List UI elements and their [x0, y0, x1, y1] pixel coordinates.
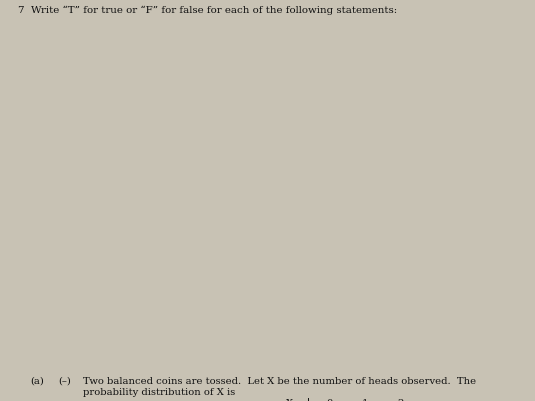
Text: 1: 1 [362, 399, 368, 401]
Text: 7  Write “T” for true or “F” for false for each of the following statements:: 7 Write “T” for true or “F” for false fo… [18, 6, 398, 15]
Text: X: X [286, 399, 294, 401]
Text: probability distribution of X is: probability distribution of X is [83, 388, 235, 397]
Text: 2: 2 [397, 399, 403, 401]
Text: (a): (a) [30, 377, 44, 386]
Text: (–): (–) [58, 377, 71, 386]
Text: Two balanced coins are tossed.  Let X be the number of heads observed.  The: Two balanced coins are tossed. Let X be … [83, 377, 476, 386]
Text: 0: 0 [327, 399, 333, 401]
